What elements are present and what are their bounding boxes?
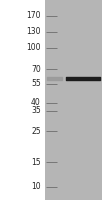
Text: 25: 25	[31, 127, 41, 136]
Text: 130: 130	[26, 27, 41, 36]
Text: 10: 10	[31, 182, 41, 191]
Text: 15: 15	[31, 158, 41, 167]
Text: 170: 170	[26, 11, 41, 20]
Text: 100: 100	[26, 43, 41, 52]
Text: 40: 40	[31, 98, 41, 107]
Text: 35: 35	[31, 106, 41, 115]
Text: 55: 55	[31, 79, 41, 88]
Text: 70: 70	[31, 65, 41, 74]
